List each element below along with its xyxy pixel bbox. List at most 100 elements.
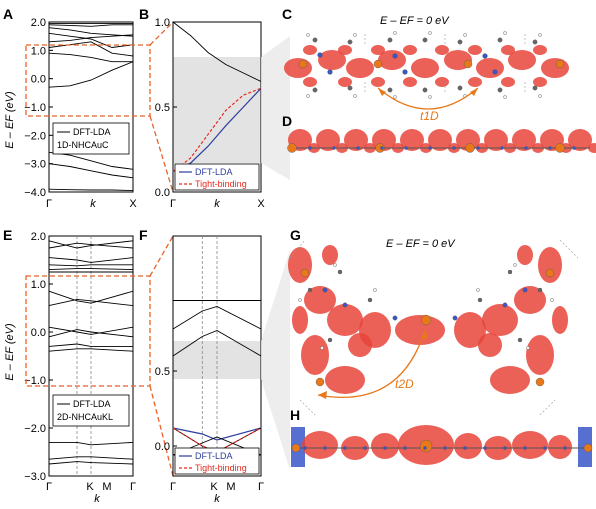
hydrogen-atom <box>476 288 480 292</box>
band-line-e-0 <box>48 240 134 249</box>
gold-atom <box>420 314 432 326</box>
nitrogen-atom <box>303 446 307 450</box>
y-ticks-f: 0.5 0.0 <box>155 366 177 453</box>
gold-atom <box>545 268 555 278</box>
hydrogen-atom <box>428 95 432 99</box>
orbital-lobe <box>316 129 340 151</box>
energy-label-c: E – EF = 0 eV <box>380 15 450 27</box>
nitrogen-atom <box>383 446 387 450</box>
legend-e-label-1: 2D-NHCAuKL <box>57 412 113 422</box>
band-line-a-1 <box>48 24 133 27</box>
band-line-a-9 <box>48 163 134 179</box>
band-line-f-1 <box>172 306 262 330</box>
hopping-arrowhead-c-right <box>470 88 478 96</box>
panel-f: F 0.5 0.0 Γ K M Γ k DFT-LDA Tight-binding <box>139 227 290 505</box>
projection-b-to-cd <box>261 36 290 180</box>
orbital-lobe <box>548 435 572 459</box>
orbital-lobe <box>301 335 329 375</box>
band-line-a-3 <box>48 32 134 48</box>
hopping-arrow-g <box>317 329 426 399</box>
orbital-lobe <box>371 45 385 55</box>
hydrogen-atom <box>503 31 507 35</box>
y-tick-label: 0.0 <box>31 327 46 339</box>
orbital-lobe <box>484 129 508 151</box>
hopping-label-c: t1D <box>420 109 439 123</box>
orbital-lobe <box>512 431 548 459</box>
band-line-e-9 <box>48 329 134 338</box>
panel-label-d: D <box>282 113 292 129</box>
orbital-lobe <box>371 433 399 459</box>
hydrogen-atom <box>538 94 542 98</box>
gold-atom <box>315 377 325 387</box>
shaded-region-b <box>173 57 261 163</box>
nitrogen-atom <box>500 146 504 150</box>
band-line-e-6 <box>48 290 134 304</box>
orbital-lobe <box>512 129 536 151</box>
y-tick-label: 0.5 <box>155 102 170 114</box>
zoom-connector-f-top <box>149 235 174 277</box>
nitrogen-atom <box>428 146 432 150</box>
band-line-b-1 <box>172 87 262 173</box>
y-tick-label: −1.0 <box>24 102 46 114</box>
orbital-lobe <box>346 58 374 78</box>
nitrogen-atom <box>342 302 348 308</box>
orbital-lobe <box>371 77 385 87</box>
carbon-atom <box>507 269 513 275</box>
y-axis-label-e: E – EF (eV) <box>4 323 16 381</box>
carbon-atom <box>477 297 483 303</box>
hopping-arrowhead-c-left <box>378 88 386 96</box>
hydrogen-atom <box>373 288 377 292</box>
y-tick-label: 1.0 <box>155 17 170 29</box>
hydrogen-atom <box>538 33 542 37</box>
band-line-f-3 <box>172 427 262 441</box>
carbon-atom <box>532 39 538 45</box>
gold-atom <box>373 59 383 69</box>
zoom-box-e <box>25 275 151 387</box>
y-ticks-b: 1.0 0.5 0.0 <box>155 17 177 199</box>
hydrogen-atom <box>353 33 357 37</box>
orbital-lobe <box>435 77 449 87</box>
panel-label-g: G <box>290 227 301 243</box>
x-tick-a-2: X <box>129 198 137 210</box>
y-tick-label: 0.0 <box>155 187 170 199</box>
carbon-atom <box>337 269 343 275</box>
panel-label-b: B <box>139 6 149 22</box>
k-point-lines-f <box>201 236 218 476</box>
legend-b-label-0: DFT-LDA <box>195 167 233 177</box>
y-tick-label: 1.0 <box>31 45 46 57</box>
legend-f-label-1: Tight-binding <box>195 463 247 473</box>
band-line-e-13 <box>48 456 134 460</box>
nitrogen-atom <box>363 446 367 450</box>
gold-atom <box>291 443 301 453</box>
gold-atom <box>583 443 593 453</box>
zoom-box-a <box>25 44 151 117</box>
zoom-connector-f-bottom <box>149 385 174 477</box>
carbon-atom <box>537 287 543 293</box>
nitrogen-atom <box>356 146 360 150</box>
nitrogen-atom <box>452 315 458 321</box>
orbital-lobe <box>526 335 554 375</box>
gold-atom <box>419 439 433 453</box>
nitrogen-atom <box>476 146 480 150</box>
legend-e <box>52 394 130 427</box>
orbital-lobe <box>501 77 515 87</box>
gold-atom <box>465 143 475 153</box>
energy-label-g: E – EF = 0 eV <box>386 238 456 250</box>
orbital-lobe <box>533 45 547 55</box>
hydrogen-atom <box>428 31 432 35</box>
unit-cell-marker <box>539 399 556 416</box>
band-line-e-12 <box>49 441 134 446</box>
nitrogen-atom <box>322 287 328 293</box>
orbital-isosurface-g <box>288 239 579 416</box>
legend-e-label-0: DFT-LDA <box>73 399 111 409</box>
orbital-lobe <box>304 286 336 314</box>
band-line-a-8 <box>48 151 134 170</box>
gold-atom <box>300 268 310 278</box>
x-tick-f-2: M <box>226 481 235 493</box>
panel-label-c: C <box>282 6 292 22</box>
nitrogen-atom <box>392 53 398 59</box>
panel-b: B 1.0 0.5 0.0 Γ k X DFT-LDA Tight-binding <box>139 6 290 210</box>
hopping-arrow-c <box>377 87 479 110</box>
x-tick-e-0: Γ <box>46 481 52 493</box>
hydrogen-atom <box>306 33 310 37</box>
